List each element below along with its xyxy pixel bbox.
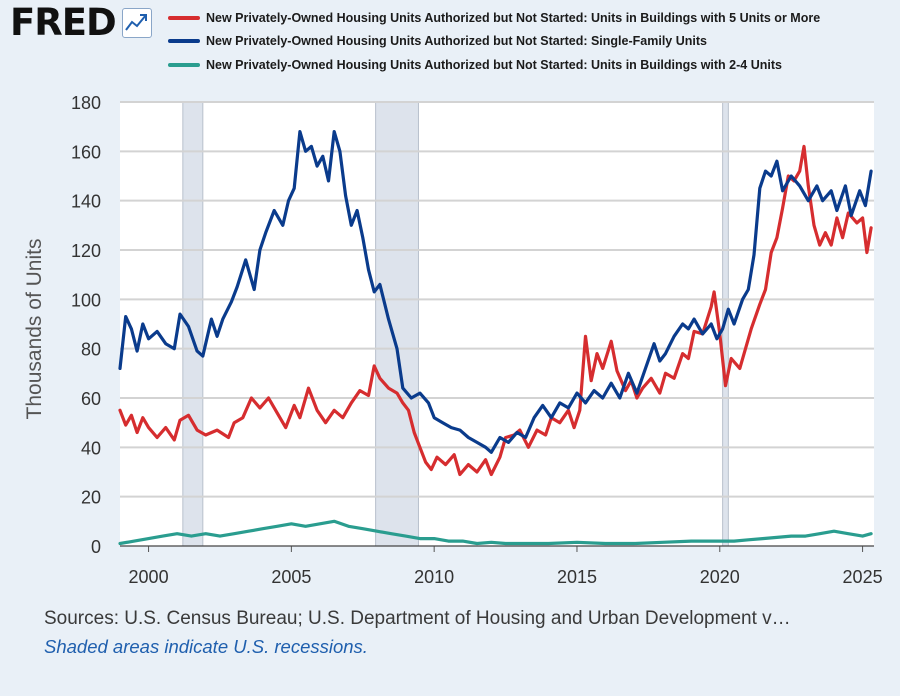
series-line-blue[interactable]: [118, 130, 873, 454]
y-tick-label: 20: [81, 488, 101, 508]
x-axis-ticks: 2000 2005 2010 2015 2020 2025: [120, 545, 883, 587]
legend-swatch-red: [168, 15, 200, 20]
x-tick-label: 2015: [557, 567, 597, 587]
x-tick-label: 2025: [843, 567, 883, 587]
y-tick-label: 100: [71, 290, 101, 310]
recession-note: Shaded areas indicate U.S. recessions.: [44, 636, 368, 657]
series-lines: [118, 130, 873, 546]
y-tick-label: 60: [81, 389, 101, 409]
y-tick-label: 80: [81, 340, 101, 360]
y-tick-label: 180: [71, 93, 101, 113]
series-line-red[interactable]: [118, 144, 873, 477]
line-chart[interactable]: 0 20 40 60 80 100 120 140 160 180 2000 2005 2010 201…: [0, 0, 900, 600]
x-tick-label: 2005: [271, 567, 311, 587]
plot-area: [120, 102, 874, 546]
legend-label-2-4-units: New Privately-Owned Housing Units Author…: [206, 57, 782, 72]
y-tick-label: 160: [71, 142, 101, 162]
y-tick-label: 140: [71, 192, 101, 212]
fred-logo-text: FRED: [10, 1, 117, 44]
sources-text: Sources: U.S. Census Bureau; U.S. Depart…: [44, 608, 791, 629]
grid-lines: [120, 101, 874, 498]
trend-line-icon: [121, 7, 152, 38]
legend-swatch-teal: [168, 62, 200, 67]
x-tick-label: 2000: [129, 567, 169, 587]
recession-band: [375, 101, 419, 547]
y-tick-label: 40: [81, 438, 101, 458]
legend-entry-5-units[interactable]: New Privately-Owned Housing Units Author…: [168, 6, 820, 30]
legend-entry-2-4-units[interactable]: New Privately-Owned Housing Units Author…: [168, 53, 820, 77]
y-axis-ticks: 0 20 40 60 80 100 120 140 160 180: [71, 93, 101, 557]
legend-label-single-family: New Privately-Owned Housing Units Author…: [206, 34, 707, 49]
y-tick-label: 0: [91, 537, 101, 557]
x-tick-label: 2020: [700, 567, 740, 587]
y-tick-label: 120: [71, 241, 101, 261]
chart-legend: New Privately-Owned Housing Units Author…: [168, 6, 820, 77]
y-axis-label: Thousands of Units: [23, 239, 46, 420]
x-tick-label: 2010: [414, 567, 454, 587]
chart-footer: Sources: U.S. Census Bureau; U.S. Depart…: [44, 608, 884, 658]
legend-entry-single-family[interactable]: New Privately-Owned Housing Units Author…: [168, 30, 820, 54]
legend-swatch-blue: [168, 39, 200, 44]
fred-logo[interactable]: FRED: [10, 4, 152, 41]
series-line-teal[interactable]: [118, 519, 873, 546]
legend-label-5-units: New Privately-Owned Housing Units Author…: [206, 10, 821, 25]
